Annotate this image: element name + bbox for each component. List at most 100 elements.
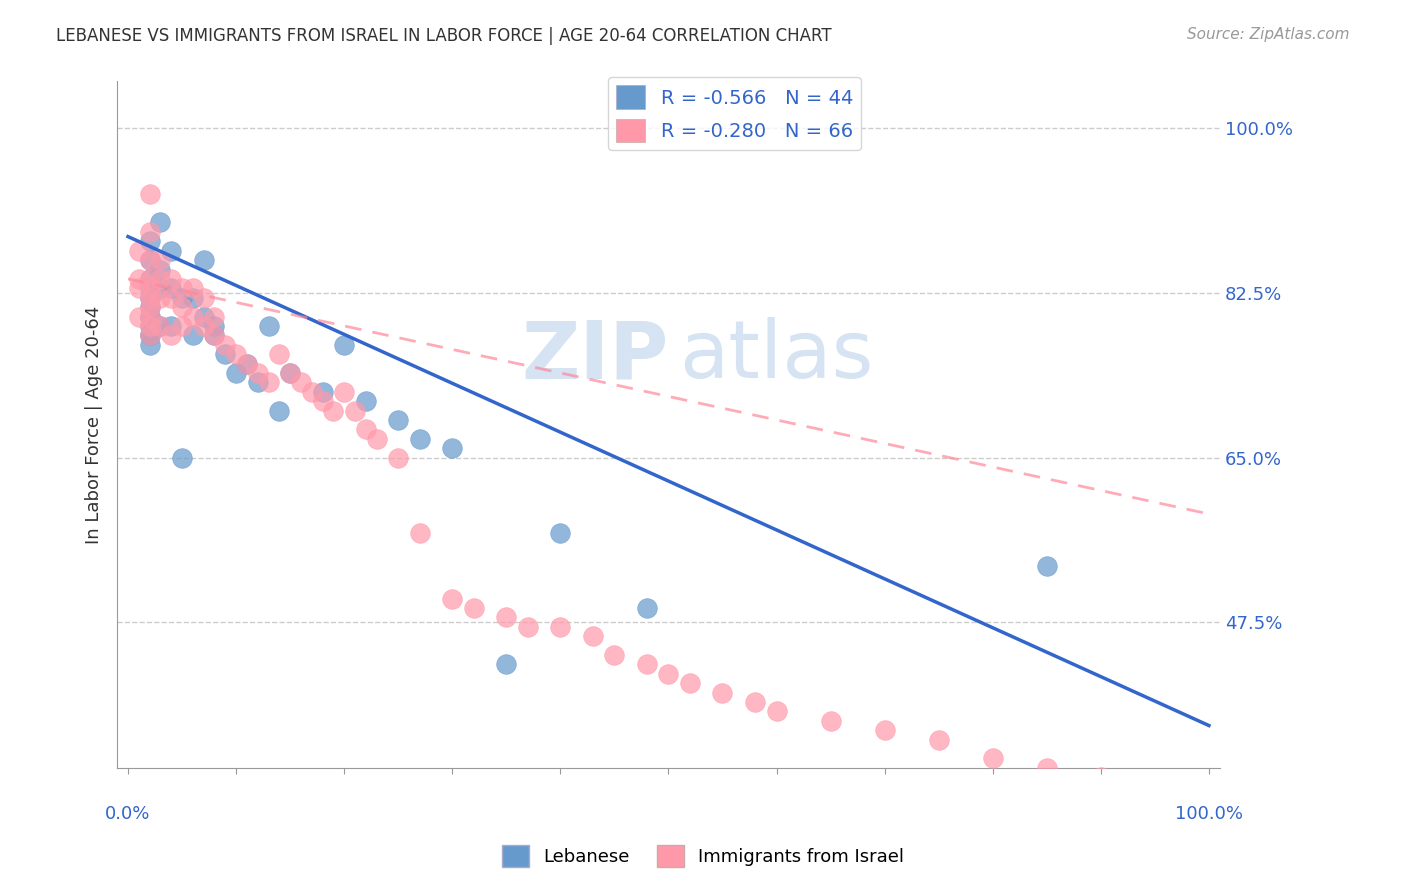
Point bbox=[269, 403, 291, 417]
Text: 0.0%: 0.0% bbox=[105, 805, 150, 823]
Point bbox=[582, 629, 605, 643]
Point bbox=[149, 215, 172, 229]
Point bbox=[928, 732, 950, 747]
Point bbox=[170, 281, 193, 295]
Point bbox=[387, 413, 409, 427]
Point bbox=[193, 253, 215, 268]
Point bbox=[138, 253, 160, 268]
Point bbox=[311, 394, 333, 409]
Point bbox=[1036, 558, 1059, 573]
Text: Source: ZipAtlas.com: Source: ZipAtlas.com bbox=[1187, 27, 1350, 42]
Point bbox=[193, 291, 215, 305]
Point bbox=[128, 281, 150, 295]
Point bbox=[149, 281, 172, 295]
Point bbox=[138, 291, 160, 305]
Point bbox=[246, 376, 269, 390]
Point bbox=[138, 328, 160, 343]
Point bbox=[311, 384, 333, 399]
Point bbox=[160, 281, 183, 295]
Point bbox=[138, 300, 160, 314]
Point bbox=[160, 244, 183, 258]
Point bbox=[354, 422, 377, 436]
Point bbox=[128, 272, 150, 286]
Point bbox=[873, 723, 896, 738]
Point bbox=[278, 366, 301, 380]
Point bbox=[236, 357, 259, 371]
Point bbox=[128, 310, 150, 324]
Point bbox=[181, 281, 204, 295]
Point bbox=[149, 318, 172, 333]
Point bbox=[269, 347, 291, 361]
Point bbox=[463, 601, 485, 615]
Point bbox=[301, 384, 323, 399]
Point bbox=[257, 318, 280, 333]
Point bbox=[138, 318, 160, 333]
Text: ZIP: ZIP bbox=[522, 317, 668, 395]
Point bbox=[138, 310, 160, 324]
Point bbox=[333, 337, 356, 351]
Point bbox=[138, 253, 160, 268]
Point bbox=[366, 432, 388, 446]
Point bbox=[744, 695, 766, 709]
Point bbox=[711, 685, 734, 699]
Point bbox=[138, 235, 160, 249]
Point bbox=[181, 328, 204, 343]
Point bbox=[204, 328, 226, 343]
Point bbox=[387, 450, 409, 465]
Text: 100.0%: 100.0% bbox=[1175, 805, 1243, 823]
Point bbox=[236, 357, 259, 371]
Point bbox=[981, 751, 1004, 765]
Point bbox=[550, 620, 572, 634]
Y-axis label: In Labor Force | Age 20-64: In Labor Force | Age 20-64 bbox=[86, 306, 103, 544]
Point bbox=[181, 291, 204, 305]
Point bbox=[1090, 770, 1112, 784]
Point bbox=[214, 337, 236, 351]
Point bbox=[820, 714, 842, 728]
Point bbox=[138, 318, 160, 333]
Point bbox=[278, 366, 301, 380]
Point bbox=[550, 525, 572, 540]
Point bbox=[193, 318, 215, 333]
Point bbox=[170, 450, 193, 465]
Point bbox=[636, 657, 658, 672]
Point bbox=[322, 403, 344, 417]
Point bbox=[160, 318, 183, 333]
Point bbox=[149, 262, 172, 277]
Point bbox=[225, 366, 247, 380]
Legend: R = -0.566   N = 44, R = -0.280   N = 66: R = -0.566 N = 44, R = -0.280 N = 66 bbox=[609, 78, 860, 150]
Point bbox=[160, 272, 183, 286]
Legend: Lebanese, Immigrants from Israel: Lebanese, Immigrants from Israel bbox=[495, 838, 911, 874]
Point bbox=[138, 328, 160, 343]
Point bbox=[160, 328, 183, 343]
Point bbox=[149, 291, 172, 305]
Point bbox=[765, 705, 787, 719]
Point bbox=[193, 310, 215, 324]
Point bbox=[214, 347, 236, 361]
Point bbox=[1036, 761, 1059, 775]
Point bbox=[290, 376, 312, 390]
Point bbox=[441, 441, 464, 455]
Point bbox=[495, 610, 517, 624]
Point bbox=[354, 394, 377, 409]
Point bbox=[495, 657, 517, 672]
Point bbox=[657, 666, 679, 681]
Point bbox=[149, 318, 172, 333]
Text: atlas: atlas bbox=[679, 317, 875, 395]
Point bbox=[138, 272, 160, 286]
Point bbox=[138, 272, 160, 286]
Point bbox=[204, 310, 226, 324]
Point bbox=[603, 648, 626, 662]
Text: LEBANESE VS IMMIGRANTS FROM ISRAEL IN LABOR FORCE | AGE 20-64 CORRELATION CHART: LEBANESE VS IMMIGRANTS FROM ISRAEL IN LA… bbox=[56, 27, 832, 45]
Point bbox=[138, 281, 160, 295]
Point bbox=[333, 384, 356, 399]
Point bbox=[409, 432, 432, 446]
Point bbox=[257, 376, 280, 390]
Point bbox=[181, 310, 204, 324]
Point bbox=[343, 403, 366, 417]
Point bbox=[636, 601, 658, 615]
Point bbox=[128, 244, 150, 258]
Point bbox=[138, 281, 160, 295]
Point bbox=[204, 328, 226, 343]
Point bbox=[149, 253, 172, 268]
Point bbox=[246, 366, 269, 380]
